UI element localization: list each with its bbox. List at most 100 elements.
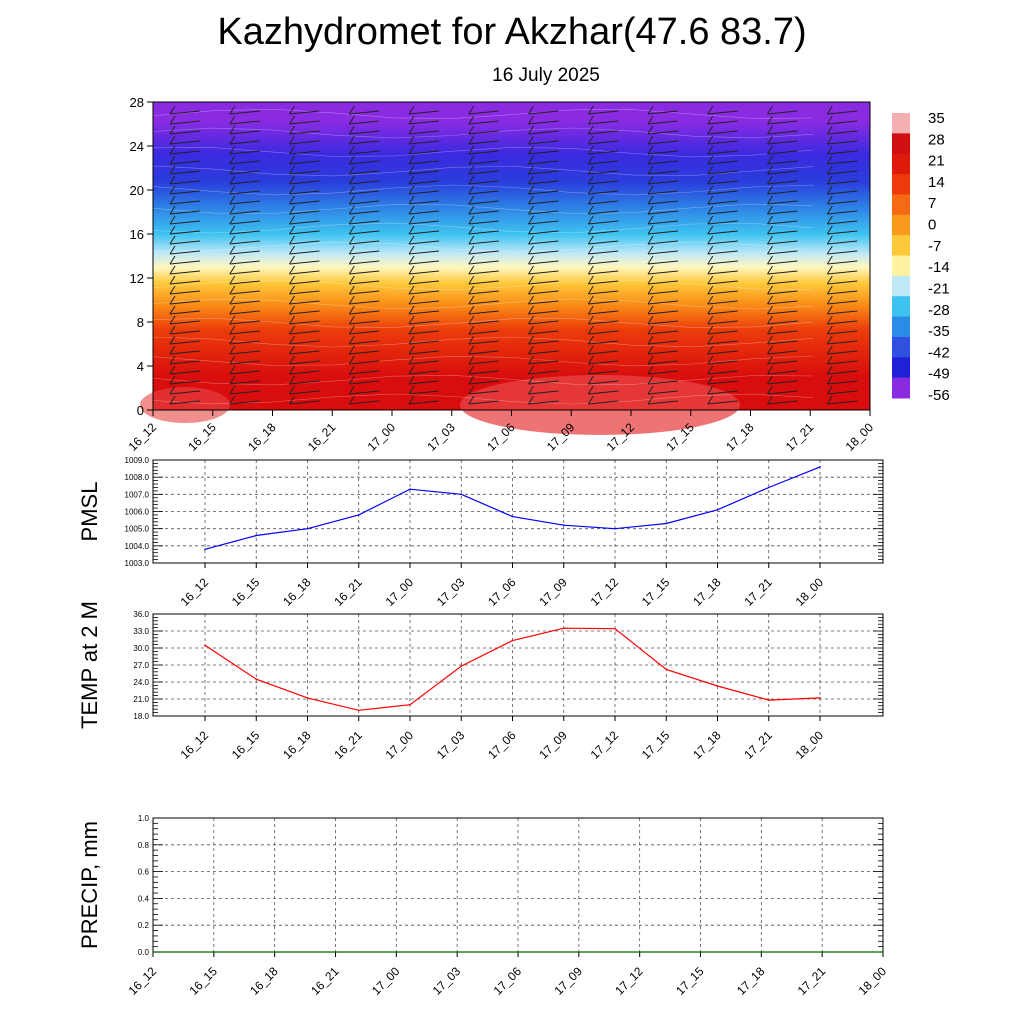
wind-barb: [827, 240, 858, 245]
wind-barb: [647, 380, 679, 385]
warm-core: [140, 387, 230, 423]
wind-barb: [408, 340, 440, 345]
wind-barb: [349, 130, 380, 135]
x-tick-label: 17_03: [434, 728, 468, 762]
wind-barb-flag: [647, 135, 654, 145]
wind-barb: [827, 190, 858, 195]
wind-barb: [408, 350, 440, 355]
wind-barb-flag: [468, 335, 475, 345]
wind-barb: [289, 240, 320, 245]
wind-barb: [169, 260, 201, 265]
x-tick-label: 18_00: [843, 420, 877, 454]
wind-barb: [767, 190, 798, 195]
x-tick-label: 17_18: [690, 728, 724, 762]
wind-barb: [767, 200, 798, 205]
wind-barb: [468, 400, 499, 405]
wind-barb: [468, 210, 499, 215]
wind-barb: [408, 320, 440, 325]
wind-barb-flag: [408, 345, 415, 355]
wind-barb-flag: [826, 195, 833, 205]
wind-barb: [229, 390, 260, 395]
y-tick-label: 0.0: [138, 948, 150, 957]
wind-barb-flag: [229, 275, 236, 285]
wind-barb-flag: [587, 325, 594, 335]
wind-barb-flag: [468, 135, 475, 145]
wind-barb-flag: [528, 305, 534, 315]
wind-barb-flag: [289, 215, 295, 225]
wind-barb: [349, 370, 380, 375]
wind-barb: [468, 140, 499, 145]
y-tick-label: 1.0: [138, 814, 150, 823]
pmsl-data-point: [768, 486, 770, 489]
wind-barb-flag: [169, 175, 176, 185]
wind-barb: [169, 190, 201, 195]
colorbar-swatch: [892, 133, 910, 155]
wind-barb: [468, 350, 499, 355]
wind-barb-flag: [408, 365, 415, 375]
wind-barb: [707, 190, 738, 195]
wind-barb-flag: [587, 165, 594, 175]
wind-barb-flag: [468, 205, 475, 215]
wind-barb: [169, 370, 201, 375]
wind-barb-flag: [707, 195, 714, 205]
wind-barb-flag: [587, 195, 594, 205]
wind-barb: [349, 360, 380, 365]
wind-barb: [827, 380, 858, 385]
wind-barb-flag: [707, 225, 714, 235]
wind-barb: [827, 160, 858, 165]
wind-barb: [349, 310, 380, 315]
wind-barb: [707, 150, 738, 155]
wind-barb-flag: [169, 355, 176, 365]
wind-barb-flag: [587, 305, 594, 315]
wind-barb-flag: [348, 175, 355, 185]
wind-barb-flag: [826, 335, 833, 345]
wind-barb: [468, 300, 499, 305]
wind-barb: [707, 110, 738, 115]
colorbar-swatch: [892, 235, 910, 256]
wind-barb: [349, 240, 380, 245]
wind-barb-flag: [229, 205, 236, 215]
wind-barb: [588, 310, 619, 315]
wind-barb-flag: [289, 165, 295, 175]
wind-barb: [169, 280, 201, 285]
wind-barb: [349, 400, 380, 405]
wind-barb-flag: [289, 375, 295, 385]
colorbar-label: -42: [928, 344, 950, 361]
wind-barb: [349, 180, 380, 185]
wind-barb: [468, 320, 499, 325]
wind-barb-flag: [587, 185, 594, 195]
wind-barb: [707, 390, 738, 395]
wind-barb: [408, 160, 440, 165]
wind-barb-flag: [528, 285, 534, 295]
x-tick-label: 16_12: [126, 964, 160, 998]
colorbar-label: -49: [928, 366, 950, 383]
wind-barb-flag: [707, 395, 714, 405]
wind-barb: [408, 230, 440, 235]
wind-barb-flag: [348, 265, 355, 275]
wind-barb: [289, 260, 320, 265]
wind-barb: [349, 340, 380, 345]
wind-barb: [827, 140, 858, 145]
wind-barb-flag: [348, 155, 355, 165]
wind-barb-flag: [647, 155, 654, 165]
wind-barb: [468, 250, 499, 255]
wind-barb: [827, 200, 858, 205]
wind-barb: [647, 330, 679, 335]
wind-barb-flag: [468, 295, 475, 305]
wind-barb: [647, 190, 679, 195]
y-tick-label: 30.0: [133, 644, 149, 653]
wind-barb-flag: [826, 105, 833, 115]
wind-barb: [169, 240, 201, 245]
wind-barb-flag: [826, 385, 833, 395]
wind-barb: [528, 370, 559, 375]
wind-barb: [229, 190, 260, 195]
wind-barb: [647, 340, 679, 345]
wind-barb: [767, 380, 798, 385]
wind-barb: [528, 300, 559, 305]
wind-barb: [647, 280, 679, 285]
x-tick-label: 17_18: [690, 575, 724, 609]
wind-barb-flag: [707, 125, 714, 135]
wind-barb-flag: [528, 395, 534, 405]
wind-barb: [349, 290, 380, 295]
wind-barb-flag: [647, 295, 654, 305]
